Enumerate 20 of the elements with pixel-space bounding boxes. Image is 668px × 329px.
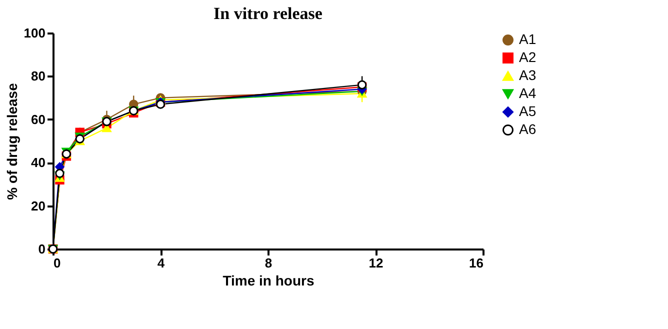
- x-tick-label: 4: [157, 256, 166, 270]
- y-axis-title: % of drug release: [4, 82, 20, 200]
- x-tick-label: 16: [469, 256, 484, 270]
- legend-label: A4: [519, 85, 536, 101]
- x-tick-label: 0: [54, 256, 61, 270]
- y-tick-label: 40: [31, 155, 46, 170]
- y-tick-label: 80: [31, 68, 46, 84]
- legend-label: A3: [519, 67, 536, 83]
- y-tick-label: 60: [31, 112, 46, 127]
- y-tick-label: 0: [38, 242, 46, 256]
- x-axis-title: Time in hours: [222, 272, 314, 288]
- y-tick-label: 20: [31, 198, 46, 214]
- legend-label: A6: [519, 121, 536, 137]
- legend-label: A5: [519, 103, 536, 119]
- x-tick-label: 8: [264, 256, 272, 270]
- x-tick-label: 12: [368, 256, 384, 270]
- legend-label: A1: [519, 31, 536, 47]
- legend-label: A2: [519, 49, 536, 65]
- y-tick-label: 100: [24, 26, 46, 40]
- chart-title: In vitro release: [214, 4, 323, 23]
